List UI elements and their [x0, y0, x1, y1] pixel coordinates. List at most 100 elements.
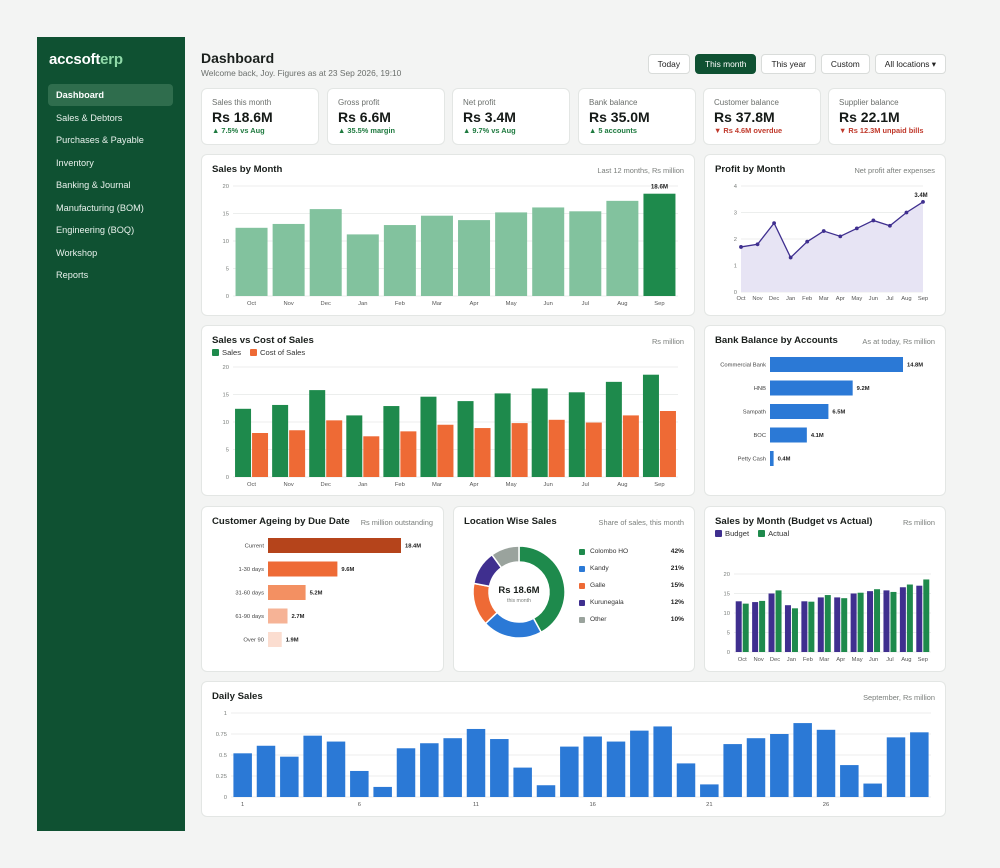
bar-boc	[770, 427, 807, 443]
bar-cost-apr	[474, 428, 491, 477]
kpi-value: Rs 22.1M	[839, 109, 900, 125]
page-title: Dashboard	[201, 50, 275, 66]
chart-legend: Sales Cost of Sales	[212, 348, 305, 357]
bar-day-6	[350, 770, 369, 797]
bar-oct	[235, 227, 268, 296]
card-title: Profit by Month	[715, 164, 786, 175]
bar-cost-may	[511, 423, 528, 477]
legend-item-kurunegala: Kurunegala 12%	[579, 594, 684, 611]
bank-balance-card: Bank Balance by Accounts As at today, Rs…	[704, 325, 946, 496]
bar-cost-jan	[363, 436, 380, 477]
sidebar-item-purchases-payable[interactable]: Purchases & Payable	[56, 135, 144, 145]
x-tick-label: Sep	[918, 657, 928, 663]
data-label: 0.4M	[778, 457, 791, 463]
kpi-card-bank-balance[interactable]: Bank balance Rs 35.0M ▲ 5 accounts	[578, 88, 696, 145]
bar-cost-dec	[326, 420, 343, 477]
bar-day-4	[303, 735, 322, 797]
x-tick-label: Aug	[617, 301, 627, 307]
bar-day-18	[630, 730, 649, 797]
kpi-card-supplier-balance[interactable]: Supplier balance Rs 22.1M ▼ Rs 12.3M unp…	[828, 88, 946, 145]
bar-budget-sep	[916, 585, 923, 652]
donut-center-sub: this month	[507, 598, 531, 604]
data-label: 9.6M	[341, 567, 354, 573]
sidebar-item-engineering[interactable]: Engineering (BOQ)	[56, 225, 135, 235]
x-tick-label: Sep	[654, 301, 664, 307]
category-label: Commercial Bank	[720, 363, 766, 369]
bar-day-27	[840, 765, 859, 797]
bar-actual-sep	[923, 579, 930, 652]
kpi-card-gross-profit[interactable]: Gross profit Rs 6.6M ▲ 35.5% margin	[327, 88, 445, 145]
point-oct	[739, 245, 743, 249]
point-mar	[821, 229, 826, 233]
x-tick-label: May	[506, 301, 517, 307]
sidebar-item-inventory[interactable]: Inventory	[56, 157, 94, 168]
bar-day-10	[443, 738, 462, 797]
x-tick-label: Jul	[582, 482, 589, 488]
bar-budget-nov	[752, 602, 759, 652]
kpi-card-net-profit[interactable]: Net profit Rs 3.4M ▲ 9.7% vs Aug	[452, 88, 570, 145]
x-tick-label: May	[852, 657, 863, 663]
bar-day-3	[280, 756, 299, 797]
kpi-delta: ▼ Rs 4.6M overdue	[714, 126, 783, 135]
card-title: Sales vs Cost of Sales	[212, 335, 314, 346]
bar-day-15	[560, 746, 579, 797]
kpi-card-customer-balance[interactable]: Customer balance Rs 37.8M ▼ Rs 4.6M over…	[703, 88, 821, 145]
sidebar-item-sales-debtors[interactable]: Sales & Debtors	[56, 112, 123, 123]
x-tick-label: Jul	[886, 657, 893, 663]
x-tick-label: Aug	[901, 296, 911, 302]
bar-commercial-bank	[770, 357, 903, 372]
sidebar-item-workshop[interactable]: Workshop	[56, 247, 98, 258]
bar-mar	[420, 215, 453, 296]
legend-item-actual: Actual	[758, 529, 789, 538]
bar-nov	[272, 223, 305, 296]
kpi-value: Rs 18.6M	[212, 109, 273, 125]
page-subtitle: Welcome back, Joy. Figures as at 23 Sep …	[201, 68, 402, 78]
y-tick-label: 3	[734, 211, 737, 217]
card-title: Sales by Month (Budget vs Actual)	[715, 516, 873, 527]
filter-this-month-button[interactable]: This month	[695, 54, 757, 74]
bar-cost-feb	[400, 431, 417, 477]
point-dec	[772, 221, 776, 225]
bar-day-17	[606, 741, 626, 797]
x-tick-label: Feb	[395, 482, 405, 488]
category-label: Current	[245, 544, 265, 550]
bar-day-28	[863, 783, 882, 797]
location-sales-card: Location Wise Sales Share of sales, this…	[453, 506, 695, 672]
data-label: 6.5M	[832, 410, 845, 416]
kpi-label: Sales this month	[212, 98, 272, 107]
y-tick-label: 0	[727, 650, 730, 656]
brand-logo[interactable]: accsofterp	[49, 51, 123, 68]
y-tick-label: 20	[724, 572, 730, 578]
bar-cost-mar	[437, 424, 454, 477]
sidebar-item-dashboard[interactable]: Dashboard	[48, 84, 173, 106]
bar-day-23	[746, 738, 766, 797]
bar-day-12	[490, 739, 509, 797]
point-aug	[904, 210, 909, 215]
sidebar-item-reports[interactable]: Reports	[56, 270, 89, 280]
sidebar-item-manufacturing[interactable]: Manufacturing (BOM)	[56, 202, 144, 213]
location-select[interactable]: All locations ▾	[874, 54, 946, 74]
kpi-delta: ▲ 9.7% vs Aug	[463, 126, 516, 135]
filter-custom-button[interactable]: Custom	[820, 54, 870, 74]
x-tick-label: Jul	[886, 296, 893, 302]
kpi-value: Rs 35.0M	[589, 109, 650, 125]
bar-cost-jun	[548, 419, 565, 477]
card-note: As at today, Rs million	[862, 337, 935, 346]
kpi-delta: ▲ 35.5% margin	[338, 126, 396, 135]
sidebar-item-banking-journal[interactable]: Banking & Journal	[56, 180, 131, 190]
bar-actual-dec	[775, 590, 782, 652]
y-tick-label: 10	[223, 239, 229, 245]
y-tick-label: 1	[224, 711, 227, 717]
sales-by-month-card: Sales by Month Last 12 months, Rs millio…	[201, 154, 695, 316]
bar-ageing-1	[268, 561, 338, 577]
sidebar: accsofterp Dashboard Sales & Debtors Pur…	[37, 37, 185, 831]
filter-this-year-button[interactable]: This year	[761, 54, 816, 74]
x-tick-label: Oct	[247, 301, 256, 307]
bar-cost-oct	[252, 433, 269, 477]
filter-today-button[interactable]: Today	[647, 54, 691, 74]
kpi-card-sales[interactable]: Sales this month Rs 18.6M ▲ 7.5% vs Aug	[201, 88, 319, 145]
bar-day-21	[700, 784, 719, 797]
bar-actual-mar	[824, 595, 831, 652]
data-label: 2.7M	[292, 614, 305, 620]
x-tick-label: Dec	[769, 296, 779, 302]
